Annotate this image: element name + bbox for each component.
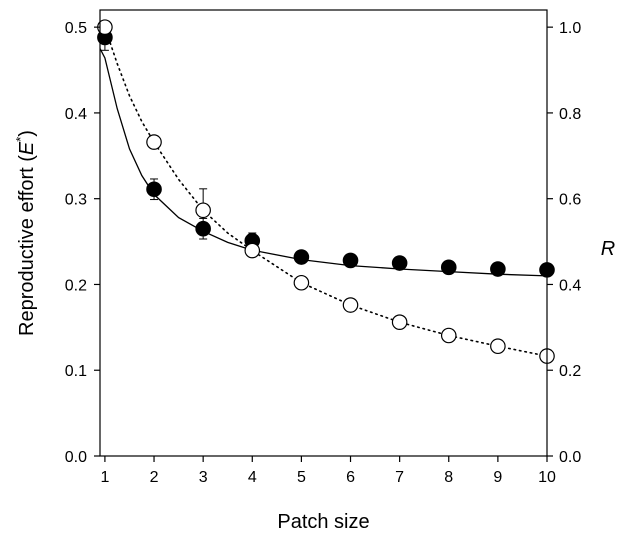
y-left-title-text: Reproductive effort ( [16,155,38,336]
y-left-title-symbol: E [16,141,38,155]
y-right-tick-label: 0.2 [559,363,581,380]
data-point-filled [490,261,506,277]
y-left-title-superscript: * [13,137,28,142]
y-right-tick-label: 1.0 [559,20,581,37]
data-point-filled [293,249,310,265]
data-point-open [391,314,408,330]
data-markers [97,19,555,364]
y-left-tick-label: 0.3 [65,192,87,209]
x-tick-label: 1 [100,469,109,486]
plot-frame [99,9,548,457]
data-point-open [440,327,457,344]
data-point-filled [342,252,359,269]
x-tick-label: 5 [297,469,306,486]
data-point-open [195,202,211,219]
y-right-axis-title: R [601,238,615,260]
x-tick-label: 3 [199,469,208,486]
data-point-open [244,242,261,259]
fit-line-dotted [104,26,548,357]
x-tick-label: 8 [444,469,453,486]
y-left-tick-label: 0.5 [65,20,87,37]
y-left-axis-title: Reproductive effort (E*) [13,130,38,336]
x-tick-label: 2 [150,469,159,486]
data-point-filled [440,259,457,276]
y-right-axis-ticks: 0.0 0.2 0.4 0.6 0.8 1.0 [547,20,581,466]
data-point-open [490,338,506,355]
y-right-tick-label: 0.4 [559,277,581,294]
data-point-filled [146,181,162,198]
fit-lines [99,26,548,357]
x-axis-ticks: 1 2 3 4 5 6 7 8 9 10 [100,456,556,486]
x-axis-title: Patch size [277,511,369,533]
error-bars [100,24,551,275]
x-tick-label: 9 [493,469,502,486]
y-left-axis-ticks: 0.0 0.1 0.2 0.3 0.4 0.5 [65,20,100,466]
x-tick-label: 4 [248,469,257,486]
data-point-open [342,297,359,313]
y-right-tick-label: 0.0 [559,449,581,466]
data-point-filled [391,255,408,271]
data-point-filled [195,220,211,237]
y-left-tick-label: 0.0 [65,449,87,466]
x-tick-label: 7 [395,469,404,486]
y-left-tick-label: 0.1 [65,363,87,380]
y-left-tick-label: 0.4 [65,106,87,123]
fit-line-solid [99,48,548,277]
x-tick-label: 6 [346,469,355,486]
data-point-open [146,134,162,150]
y-left-tick-label: 0.2 [65,277,87,294]
y-left-title-close: ) [16,130,38,137]
data-point-open [293,274,310,291]
y-right-tick-label: 0.8 [559,106,581,123]
x-tick-label: 10 [538,469,556,486]
y-right-tick-label: 0.6 [559,192,581,209]
